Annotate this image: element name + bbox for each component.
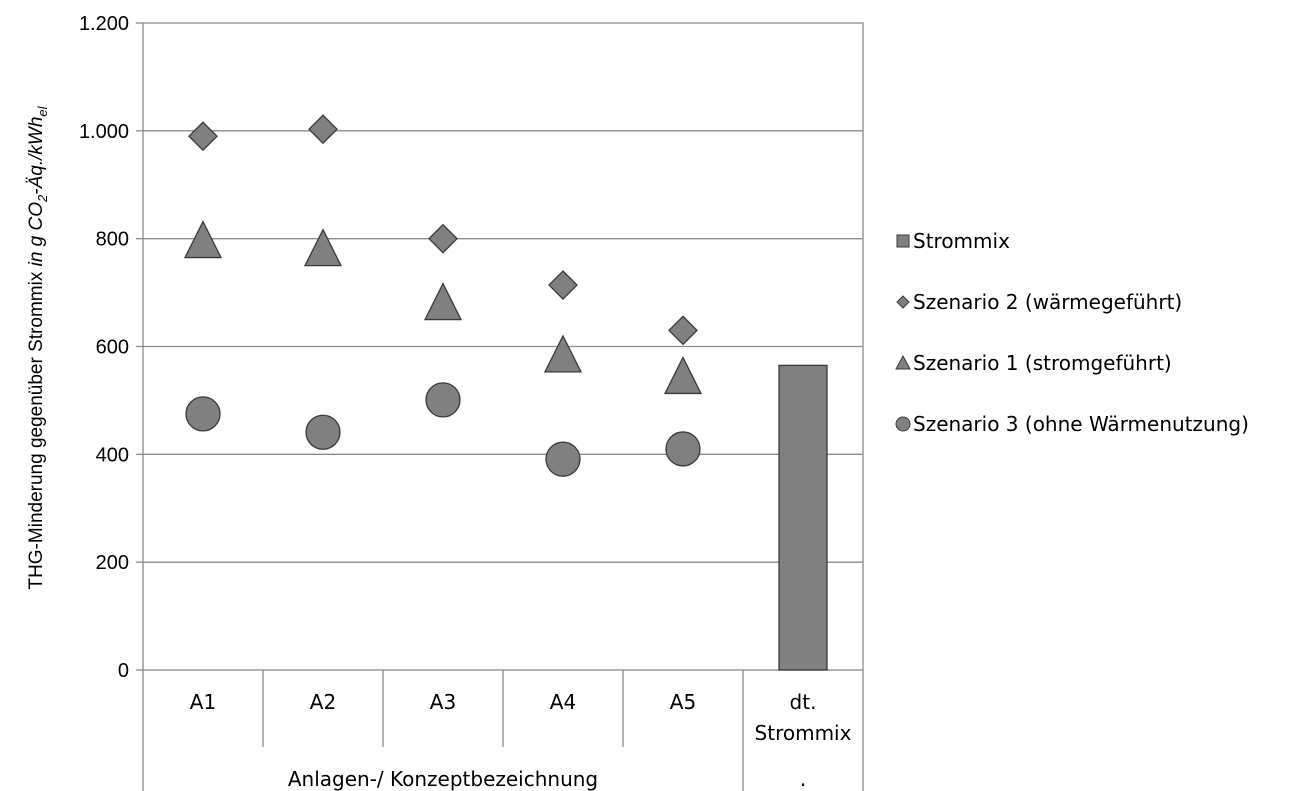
legend-label: Strommix (913, 229, 1010, 253)
marker-circle (425, 382, 461, 418)
x-tick-label: A4 (550, 690, 576, 714)
grid-layer (142, 22, 864, 671)
marker-circle (185, 396, 221, 432)
y-tick-label: 1.200 (79, 13, 129, 35)
y-axis-label: THG-Minderung gegenüber Strommix in g CO… (26, 105, 50, 589)
y-axis-label-sub1: 2 (35, 194, 50, 203)
marker-circle (665, 431, 701, 467)
y-tick-label: 0 (118, 660, 129, 682)
y-tick-label: 800 (96, 229, 129, 251)
legend-swatch-triangle (895, 354, 911, 370)
marker-diamond (188, 121, 218, 152)
x-tick-label: Strommix (755, 721, 852, 745)
y-axis-label-unit-tail: /kWh (26, 117, 47, 162)
marker-circle (305, 414, 341, 450)
y-tick-label: 600 (96, 337, 129, 359)
x-tick-label: A3 (430, 690, 456, 714)
y-axis-label-sub2: el (35, 105, 50, 116)
y-tick-label: 1.000 (79, 121, 129, 143)
legend-swatch-bar (896, 234, 910, 248)
y-tick-label: 400 (96, 444, 129, 466)
y-axis-label-main: THG-Minderung gegenüber Strommix (26, 266, 47, 589)
x-tick-label: dt. (790, 690, 817, 714)
x-tick-label: A1 (190, 690, 216, 714)
marker-triangle (183, 220, 223, 259)
y-tick-label: 200 (96, 552, 129, 574)
axis-layer: 0 200 400 600 800 1.000 1.200 A1 A2 A3 A4 A5 dt. Stro… (79, 13, 864, 791)
marker-diamond (428, 223, 458, 254)
x-tick-label: A5 (670, 690, 696, 714)
marker-diamond (668, 315, 698, 346)
legend-swatch-circle (895, 416, 911, 432)
legend-label: Szenario 3 (ohne Wärmenutzung) (913, 412, 1249, 436)
marker-triangle (543, 334, 583, 373)
y-axis-label-unit-mid: -Äq. (26, 160, 47, 195)
legend-swatch-diamond (896, 295, 910, 309)
marker-diamond (308, 114, 338, 145)
bar-strommix (778, 364, 828, 671)
x-group-label: . (800, 767, 806, 791)
marker-circle (545, 441, 581, 477)
legend-label: Szenario 1 (stromgeführt) (913, 351, 1172, 375)
y-axis-label-unit: in g CO (26, 202, 47, 267)
x-tick-label: A2 (310, 690, 336, 714)
x-group-label: Anlagen-/ Konzeptbezeichnung (288, 767, 598, 791)
legend-label: Szenario 2 (wärmegeführt) (913, 290, 1182, 314)
legend-layer: Strommix Szenario 2 (wärmegeführt) Szenari… (895, 229, 1249, 436)
marker-triangle (663, 355, 703, 395)
marker-triangle (303, 228, 343, 267)
mark-layer (183, 114, 828, 671)
marker-triangle (423, 282, 463, 321)
marker-diamond (548, 270, 578, 300)
